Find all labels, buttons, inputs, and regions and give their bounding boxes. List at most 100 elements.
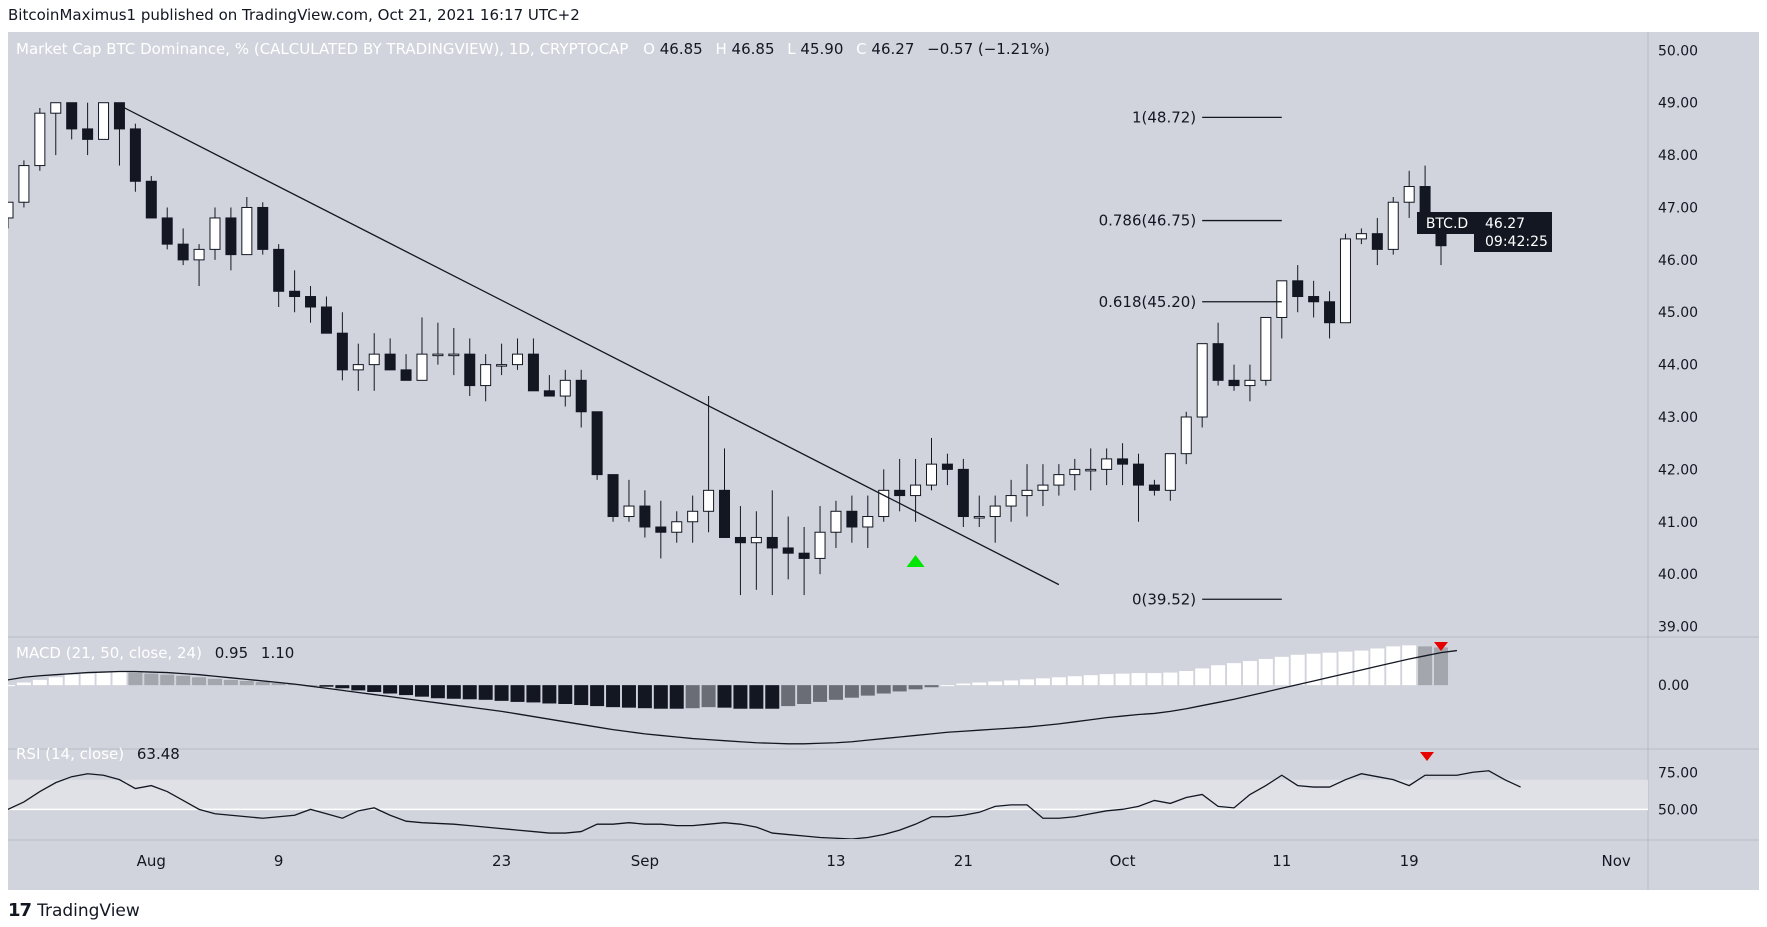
candle-body	[273, 248, 285, 292]
macd-histogram-bar	[1051, 677, 1066, 686]
candle-body	[1069, 468, 1081, 476]
macd-histogram-bar	[1195, 668, 1210, 686]
candle-body	[1308, 296, 1320, 303]
macd-histogram-bar	[988, 681, 1003, 686]
macd-histogram-bar	[414, 685, 429, 697]
macd-histogram-bar	[32, 679, 47, 686]
y-tick-label: 43.00	[1658, 410, 1698, 426]
price-tag[interactable]: BTC.D 46.27 09:42:25	[1417, 212, 1552, 252]
macd-histogram-bar	[1179, 671, 1194, 686]
macd-histogram-bar	[1402, 645, 1417, 686]
y-tick-label: 50.00	[1658, 43, 1698, 59]
candle-body	[82, 128, 94, 140]
macd-histogram-bar	[1147, 673, 1162, 686]
candle-body	[1101, 458, 1113, 470]
y-tick-label: 39.00	[1658, 620, 1698, 636]
x-tick-label: Oct	[1110, 852, 1136, 870]
macd-histogram-bar	[1020, 679, 1035, 686]
candle-body	[241, 206, 253, 256]
candle-body	[830, 510, 842, 533]
candle-body	[336, 332, 348, 371]
macd-histogram-bar	[494, 685, 509, 701]
candle-body	[989, 505, 1001, 518]
rsi-title: RSI (14, close)	[16, 745, 124, 763]
macd-histogram-bar	[367, 685, 382, 692]
macd-histogram-bar	[1242, 661, 1257, 686]
y-tick-label: 42.00	[1658, 462, 1698, 478]
footer[interactable]: 17 TradingView	[8, 900, 140, 921]
candle-body	[607, 474, 619, 518]
chart-svg[interactable]: 1(48.72) 0.786(46.75) 0.618(45.20) 0(39.52)…	[0, 32, 1759, 890]
candle-body	[750, 536, 762, 544]
fib-level-label: 1(48.72)	[1132, 108, 1196, 126]
macd-histogram-bar	[1211, 665, 1226, 686]
chart-background	[8, 32, 1759, 890]
macd-histogram-bar	[446, 685, 461, 699]
y-tick-label: 45.00	[1658, 305, 1698, 321]
macd-histogram-bar	[1, 685, 15, 687]
y-tick-label: 46.00	[1658, 253, 1698, 269]
candle-body	[782, 547, 794, 554]
macd-histogram-bar	[1115, 673, 1130, 686]
candle-body	[1276, 280, 1288, 318]
candle-body	[862, 516, 874, 528]
candle-body	[193, 248, 205, 261]
x-axis-labels[interactable]: Aug 9 23 Sep 13 21 Oct 11 19 Nov	[137, 852, 1631, 870]
y-tick-label: 40.00	[1658, 567, 1698, 583]
macd-histogram-bar	[908, 685, 923, 690]
y-tick-label: 47.00	[1658, 200, 1698, 216]
candle-body	[671, 521, 683, 533]
legend-symbol: Market Cap BTC Dominance, % (CALCULATED …	[16, 40, 628, 58]
macd-histogram-bar	[128, 672, 143, 686]
rsi-value: 63.48	[137, 745, 180, 763]
macd-y-tick: 0.00	[1658, 678, 1689, 694]
macd-histogram-bar	[510, 685, 525, 702]
candle-body	[894, 489, 906, 497]
macd-legend: MACD (21, 50, close, 24) 0.95 1.10	[16, 644, 294, 662]
candle-body	[1037, 484, 1049, 491]
macd-histogram-bar	[637, 685, 652, 709]
candle-body	[687, 510, 699, 523]
rsi-group	[8, 752, 1521, 839]
macd-histogram-bar	[223, 679, 238, 686]
macd-histogram-bar	[1418, 646, 1433, 686]
candle-body	[209, 217, 221, 250]
macd-histogram-bar	[621, 685, 636, 708]
price-tag-price: 46.27	[1485, 216, 1525, 232]
chart-frame[interactable]: 1(48.72) 0.786(46.75) 0.618(45.20) 0(39.52)…	[0, 32, 1759, 890]
legend-c-value: 46.27	[871, 40, 914, 58]
rsi-band	[8, 779, 1648, 810]
candle-body	[655, 526, 667, 533]
macd-histogram-bar	[239, 680, 254, 686]
macd-histogram-bar	[892, 685, 907, 692]
legend-c-label: C	[856, 40, 866, 58]
candle-body	[1164, 453, 1176, 491]
candle-body	[575, 379, 587, 413]
fib-group[interactable]: 1(48.72) 0.786(46.75) 0.618(45.20) 0(39.52)	[1099, 108, 1282, 608]
candle-body	[1053, 474, 1065, 486]
x-tick-label: Nov	[1602, 852, 1631, 870]
price-tag-countdown: 09:42:25	[1485, 234, 1548, 250]
x-tick-label: 13	[826, 852, 845, 870]
candle-body	[543, 390, 555, 397]
legend-change: −0.57 (−1.21%)	[927, 40, 1050, 58]
y-tick-label: 48.00	[1658, 148, 1698, 164]
candle-body	[512, 353, 524, 366]
candle-body	[1260, 316, 1272, 381]
legend-o-label: O	[643, 40, 655, 58]
macd-histogram-bar	[1035, 678, 1050, 686]
macd-histogram-bar	[606, 685, 621, 708]
candle-body	[703, 489, 715, 512]
candle-body	[1387, 201, 1399, 250]
candle-body	[1292, 280, 1304, 298]
candle-body	[161, 217, 173, 245]
candle-body	[941, 463, 953, 470]
x-tick-label: 21	[954, 852, 973, 870]
trendline-group[interactable]	[119, 104, 1060, 586]
candle-body	[1419, 186, 1431, 216]
macd-histogram-bar	[1227, 663, 1242, 686]
candle-body	[145, 180, 157, 219]
macd-histogram-bar	[669, 685, 684, 709]
macd-histogram-bar	[558, 685, 573, 704]
y-axis-labels[interactable]: 50.00 49.00 48.00 47.00 46.00 45.00 44.00 43.00…	[1658, 43, 1698, 818]
